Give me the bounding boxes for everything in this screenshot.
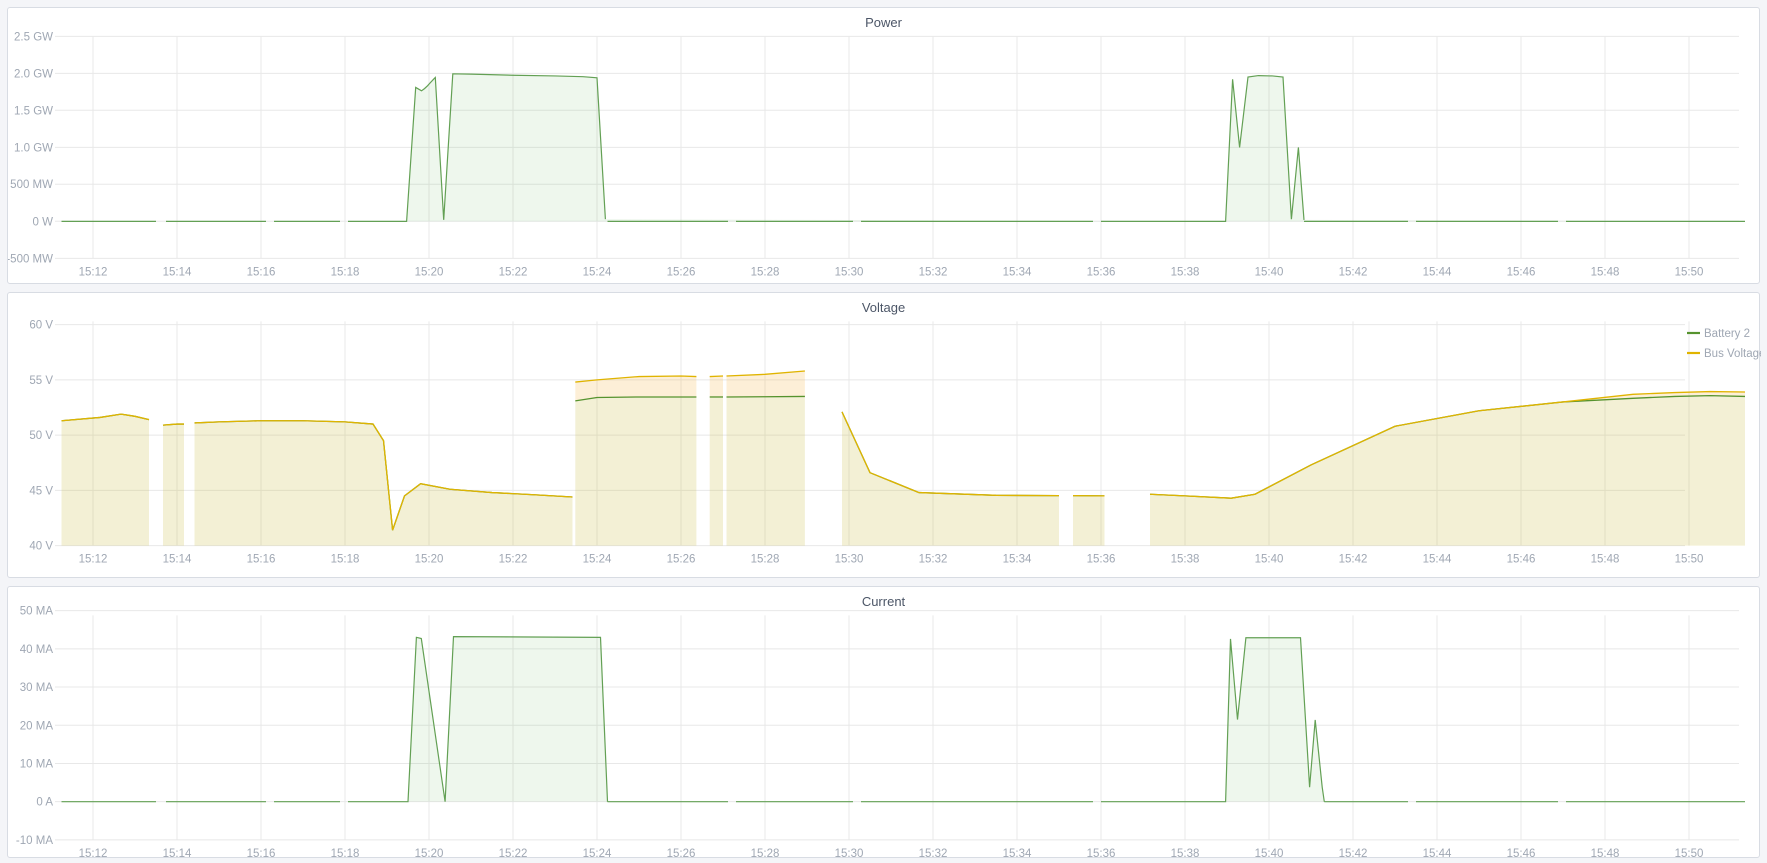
svg-text:15:46: 15:46	[1507, 848, 1536, 859]
svg-text:Battery 2: Battery 2	[1704, 328, 1750, 340]
svg-text:500 MW: 500 MW	[10, 179, 53, 191]
svg-text:15:16: 15:16	[247, 554, 276, 566]
svg-text:0 W: 0 W	[33, 216, 54, 228]
svg-text:15:12: 15:12	[79, 266, 108, 278]
svg-text:15:34: 15:34	[1003, 554, 1032, 566]
svg-text:1.0 GW: 1.0 GW	[14, 142, 53, 154]
svg-text:15:36: 15:36	[1087, 266, 1116, 278]
svg-text:-10 MA: -10 MA	[16, 835, 53, 847]
svg-text:50 V: 50 V	[29, 430, 53, 442]
svg-text:15:18: 15:18	[331, 554, 360, 566]
svg-text:30 MA: 30 MA	[20, 682, 54, 694]
svg-text:15:30: 15:30	[835, 848, 864, 859]
svg-text:15:48: 15:48	[1591, 554, 1620, 566]
svg-text:45 V: 45 V	[29, 485, 53, 497]
svg-text:-500 MW: -500 MW	[8, 253, 53, 265]
svg-text:15:42: 15:42	[1339, 554, 1368, 566]
svg-text:2.5 GW: 2.5 GW	[14, 31, 53, 43]
svg-text:15:40: 15:40	[1255, 848, 1284, 859]
svg-text:15:36: 15:36	[1087, 848, 1116, 859]
svg-text:1.5 GW: 1.5 GW	[14, 105, 53, 117]
svg-text:15:26: 15:26	[667, 554, 696, 566]
svg-text:15:18: 15:18	[331, 266, 360, 278]
svg-text:15:20: 15:20	[415, 848, 444, 859]
svg-text:60 V: 60 V	[29, 320, 53, 332]
svg-text:15:28: 15:28	[751, 266, 780, 278]
svg-text:15:38: 15:38	[1171, 266, 1200, 278]
svg-text:15:42: 15:42	[1339, 848, 1368, 859]
svg-text:15:32: 15:32	[919, 266, 948, 278]
svg-text:15:50: 15:50	[1675, 848, 1704, 859]
svg-text:15:50: 15:50	[1675, 266, 1704, 278]
svg-text:Bus Voltage: Bus Voltage	[1704, 348, 1761, 360]
svg-text:15:48: 15:48	[1591, 848, 1620, 859]
svg-text:15:32: 15:32	[919, 848, 948, 859]
svg-text:15:24: 15:24	[583, 554, 612, 566]
svg-text:15:46: 15:46	[1507, 554, 1536, 566]
svg-text:15:26: 15:26	[667, 266, 696, 278]
svg-text:15:50: 15:50	[1675, 554, 1704, 566]
svg-text:15:18: 15:18	[331, 848, 360, 859]
svg-text:15:14: 15:14	[163, 848, 192, 859]
svg-text:2.0 GW: 2.0 GW	[14, 68, 53, 80]
svg-text:15:34: 15:34	[1003, 266, 1032, 278]
svg-text:15:38: 15:38	[1171, 554, 1200, 566]
svg-text:15:38: 15:38	[1171, 848, 1200, 859]
svg-text:15:40: 15:40	[1255, 554, 1284, 566]
svg-text:15:42: 15:42	[1339, 266, 1368, 278]
svg-text:15:34: 15:34	[1003, 848, 1032, 859]
svg-text:15:44: 15:44	[1423, 554, 1452, 566]
svg-text:15:12: 15:12	[79, 554, 108, 566]
svg-text:15:12: 15:12	[79, 848, 108, 859]
svg-text:15:40: 15:40	[1255, 266, 1284, 278]
svg-text:15:20: 15:20	[415, 554, 444, 566]
svg-text:15:32: 15:32	[919, 554, 948, 566]
svg-text:15:30: 15:30	[835, 266, 864, 278]
svg-text:15:22: 15:22	[499, 554, 528, 566]
svg-text:20 MA: 20 MA	[20, 720, 54, 732]
svg-text:15:14: 15:14	[163, 554, 192, 566]
svg-text:15:14: 15:14	[163, 266, 192, 278]
svg-text:15:28: 15:28	[751, 848, 780, 859]
svg-text:0 A: 0 A	[36, 797, 53, 809]
svg-text:15:24: 15:24	[583, 848, 612, 859]
svg-text:55 V: 55 V	[29, 375, 53, 387]
svg-text:15:16: 15:16	[247, 266, 276, 278]
svg-text:15:46: 15:46	[1507, 266, 1536, 278]
svg-text:15:48: 15:48	[1591, 266, 1620, 278]
svg-text:15:36: 15:36	[1087, 554, 1116, 566]
svg-text:15:30: 15:30	[835, 554, 864, 566]
svg-text:15:24: 15:24	[583, 266, 612, 278]
svg-text:15:26: 15:26	[667, 848, 696, 859]
svg-text:10 MA: 10 MA	[20, 758, 54, 770]
svg-text:40 V: 40 V	[29, 541, 53, 553]
svg-text:15:44: 15:44	[1423, 848, 1452, 859]
svg-text:15:16: 15:16	[247, 848, 276, 859]
svg-text:15:44: 15:44	[1423, 266, 1452, 278]
svg-text:15:22: 15:22	[499, 848, 528, 859]
svg-text:15:28: 15:28	[751, 554, 780, 566]
svg-text:40 MA: 40 MA	[20, 644, 54, 656]
svg-text:15:22: 15:22	[499, 266, 528, 278]
svg-text:15:20: 15:20	[415, 266, 444, 278]
